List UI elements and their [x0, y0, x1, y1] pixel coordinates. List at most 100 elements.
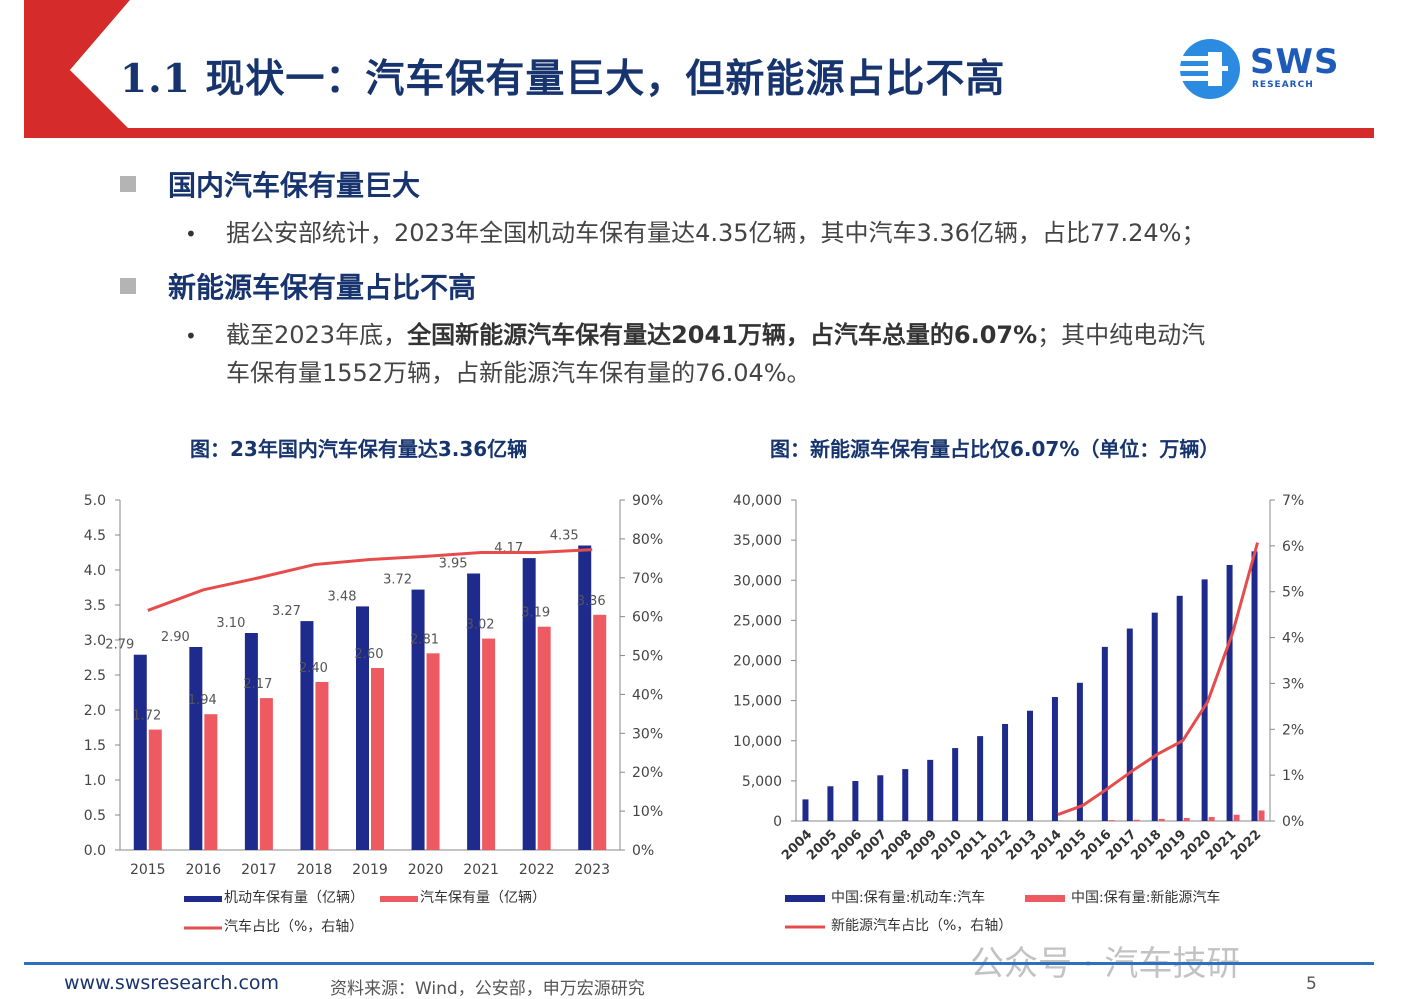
legend-label: 新能源汽车占比（%，右轴） — [831, 917, 1012, 934]
y-tick-label: 2.5 — [84, 668, 106, 684]
data-label-cars: 3.36 — [577, 594, 606, 609]
y-tick-label: 4.5 — [84, 528, 106, 544]
y-tick-label: 30,000 — [733, 573, 782, 589]
section-marker — [120, 176, 136, 192]
y-tick-label: 15,000 — [733, 694, 782, 710]
y2-tick-label: 20% — [632, 765, 663, 781]
legend-label: 汽车保有量（亿辆） — [420, 889, 546, 906]
legend-label: 中国:保有量:机动车:汽车 — [831, 889, 985, 906]
bar-vehicles — [523, 558, 536, 850]
y-tick-label: 1.0 — [84, 773, 106, 789]
bar-vehicles — [189, 647, 202, 850]
y-tick-label: 3.5 — [84, 598, 106, 614]
bar-cars — [1077, 683, 1083, 821]
footer-url-link[interactable]: www.swsresearch.com — [64, 972, 279, 994]
y-tick-label: 20,000 — [733, 654, 782, 670]
legend-swatch — [785, 895, 825, 902]
y2-tick-label: 1% — [1282, 768, 1304, 784]
bar-vehicles — [467, 574, 480, 851]
y-tick-label: 5.0 — [84, 493, 106, 509]
chart-2-title: 图：新能源车保有量占比仅6.07%（单位：万辆） — [770, 433, 1219, 462]
y2-tick-label: 0% — [632, 843, 654, 859]
y-tick-label: 0.5 — [84, 808, 106, 824]
logo-text: SWS — [1250, 42, 1339, 82]
bar-nev — [1109, 820, 1115, 821]
bar-nev — [1184, 818, 1190, 821]
bar-nev — [1234, 815, 1240, 821]
bar-cars — [149, 730, 162, 850]
bar-vehicles — [412, 590, 425, 850]
data-label-cars: 2.40 — [299, 661, 328, 676]
bullet-text-2-bold: 全国新能源汽车保有量达2041万辆，占汽车总量的6.07% — [407, 321, 1037, 349]
bar-cars — [802, 799, 808, 821]
bar-cars — [593, 615, 606, 850]
bar-cars — [1252, 551, 1258, 821]
bar-nev — [1159, 819, 1165, 821]
y2-tick-label: 6% — [1282, 539, 1304, 555]
bar-vehicles — [245, 633, 258, 850]
data-label-cars: 3.19 — [521, 606, 550, 621]
logo-subtext: RESEARCH — [1252, 80, 1314, 90]
y2-tick-label: 7% — [1282, 493, 1304, 509]
page-number: 5 — [1306, 974, 1317, 994]
x-tick-label: 2023 — [574, 862, 610, 878]
bar-cars — [1002, 724, 1008, 821]
data-label-cars: 2.60 — [355, 647, 384, 662]
x-tick-label: 2022 — [519, 862, 555, 878]
y-tick-label: 1.5 — [84, 738, 106, 754]
bar-cars — [852, 781, 858, 821]
bar-cars — [902, 769, 908, 821]
data-label-vehicles: 3.95 — [439, 557, 468, 572]
legend-swatch — [380, 896, 418, 902]
y-tick-label: 3.0 — [84, 633, 106, 649]
footer-divider — [24, 962, 1374, 965]
x-tick-label: 2015 — [130, 862, 166, 878]
y2-tick-label: 60% — [632, 610, 663, 626]
chart-1: 0.00.51.01.52.02.53.03.54.04.55.00%10%20… — [0, 480, 700, 950]
bar-vehicles — [578, 546, 591, 851]
bar-vehicles — [356, 606, 369, 850]
bar-cars — [538, 627, 551, 850]
legend-label: 汽车占比（%，右轴） — [224, 918, 363, 935]
bar-cars — [952, 748, 958, 821]
data-label-vehicles: 3.48 — [328, 589, 357, 604]
bar-cars — [1102, 647, 1108, 821]
y2-tick-label: 50% — [632, 649, 663, 665]
x-tick-label: 2020 — [408, 862, 444, 878]
y2-tick-label: 5% — [1282, 585, 1304, 601]
bar-nev — [1134, 820, 1140, 821]
y-tick-label: 2.0 — [84, 703, 106, 719]
data-label-vehicles: 3.72 — [383, 573, 412, 588]
bullet-dot: • — [185, 324, 197, 348]
data-label-vehicles: 3.10 — [216, 616, 245, 631]
data-label-cars: 3.02 — [466, 618, 495, 633]
y-tick-label: 5,000 — [742, 774, 782, 790]
bullet-text-2-pre: 截至2023年底， — [226, 321, 407, 349]
data-label-vehicles: 2.79 — [105, 638, 134, 653]
y2-tick-label: 0% — [1282, 814, 1304, 830]
chart-1-title: 图：23年国内汽车保有量达3.36亿辆 — [190, 433, 527, 462]
y-tick-label: 0.0 — [84, 843, 106, 859]
bullet-dot: • — [185, 222, 197, 246]
legend-swatch — [1025, 895, 1065, 902]
y-tick-label: 10,000 — [733, 734, 782, 750]
y2-tick-label: 40% — [632, 687, 663, 703]
y-tick-label: 25,000 — [733, 613, 782, 629]
x-tick-label: 2018 — [297, 862, 333, 878]
y2-tick-label: 80% — [632, 532, 663, 548]
bar-cars — [1052, 697, 1058, 821]
y-tick-label: 40,000 — [733, 493, 782, 509]
data-label-cars: 2.81 — [410, 632, 439, 647]
chart-2: 05,00010,00015,00020,00025,00030,00035,0… — [703, 480, 1403, 950]
y2-tick-label: 30% — [632, 726, 663, 742]
page-title: 1.1 现状一：汽车保有量巨大，但新能源占比不高 — [120, 48, 1005, 104]
x-tick-label: 2016 — [186, 862, 222, 878]
bullet-text-1: 据公安部统计，2023年全国机动车保有量达4.35亿辆，其中汽车3.36亿辆，占… — [226, 214, 1205, 252]
bar-cars — [827, 786, 833, 821]
y2-tick-label: 10% — [632, 804, 663, 820]
y-tick-label: 0 — [773, 814, 782, 830]
data-label-vehicles: 3.27 — [272, 604, 301, 619]
data-label-vehicles: 4.35 — [550, 529, 579, 544]
bar-cars — [1127, 629, 1133, 821]
bar-cars — [1027, 711, 1033, 821]
